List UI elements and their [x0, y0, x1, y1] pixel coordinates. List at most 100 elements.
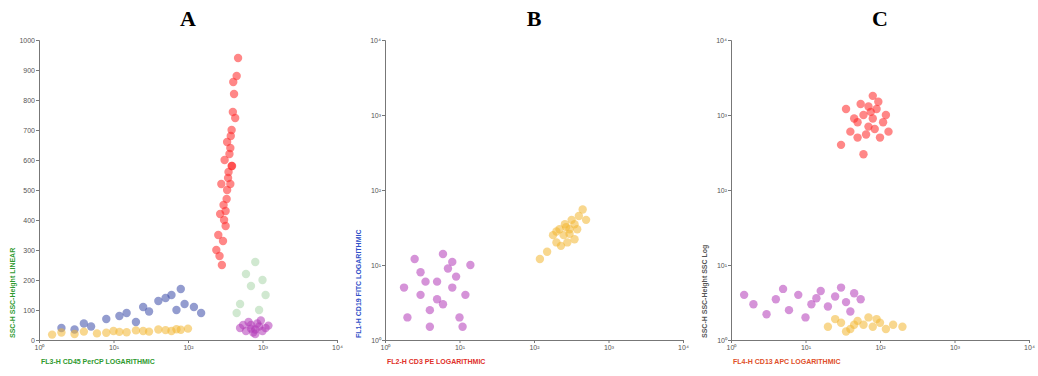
point [448, 283, 456, 291]
point [882, 111, 890, 119]
tick: 10⁰ [371, 337, 385, 344]
point [439, 250, 447, 258]
tick-label: 600 [23, 157, 35, 164]
tick-label: 10⁴ [332, 344, 343, 351]
point [876, 133, 884, 141]
point [57, 328, 65, 336]
points [48, 54, 273, 339]
tick-mark [188, 340, 189, 343]
tick-mark [683, 340, 684, 343]
point [122, 328, 130, 336]
tick: 10¹ [717, 262, 731, 269]
tick: 400 [23, 217, 39, 224]
tick-label: 10¹ [455, 344, 466, 351]
point [403, 313, 411, 321]
tick-mark [382, 340, 385, 341]
point [255, 306, 263, 314]
point [221, 207, 229, 215]
tick: 1000 [19, 37, 39, 44]
point [257, 316, 265, 324]
point [145, 307, 153, 315]
point [122, 309, 130, 317]
axis-line [40, 341, 338, 344]
tick-label: 10¹ [371, 262, 382, 269]
tick: 10² [529, 340, 540, 351]
cluster [212, 54, 242, 269]
point [219, 237, 227, 245]
point [161, 294, 169, 302]
point [772, 295, 780, 303]
axis-line [382, 41, 386, 341]
cluster [824, 313, 907, 335]
panel: B10⁰10¹10²10³10⁴10⁰10¹10²10³10⁴FL2-H CD3… [355, 6, 689, 365]
point [115, 328, 123, 336]
tick-mark [36, 190, 39, 191]
tick-label: 10¹ [801, 344, 812, 351]
point [264, 321, 272, 329]
point [242, 270, 250, 278]
tick-label: 200 [23, 277, 35, 284]
x-axis-label: FL3-H CD45 PerCP LOGARITHMIC [41, 358, 155, 365]
point [536, 255, 544, 263]
tick: 10³ [950, 340, 961, 351]
point [864, 102, 872, 110]
tick-label: 900 [23, 67, 35, 74]
tick: 10² [183, 340, 194, 351]
cluster [48, 324, 192, 338]
point [749, 300, 757, 308]
point [543, 248, 551, 256]
point [740, 291, 748, 299]
point [455, 313, 463, 321]
tick: 500 [23, 187, 39, 194]
point [222, 195, 230, 203]
tick-mark [36, 250, 39, 251]
point [223, 138, 231, 146]
tick: 10⁰ [35, 340, 46, 351]
point [842, 105, 850, 113]
tick-label: 10¹ [717, 262, 728, 269]
y-axis-label: SSC-H SSC-Height LINEAR [9, 248, 17, 338]
tick: 10⁴ [678, 340, 689, 351]
tick: 10¹ [455, 340, 466, 351]
tick-label: 10⁴ [678, 344, 689, 351]
y-axis: 10⁰10¹10²10³10⁴ [716, 37, 731, 344]
axis-line [728, 41, 732, 341]
tick-mark [382, 115, 385, 116]
tick-label: 10⁰ [35, 344, 46, 351]
tick-label: 10³ [717, 112, 728, 119]
tick: 700 [23, 127, 39, 134]
tick-label: 10⁴ [370, 37, 381, 44]
tick: 10⁴ [332, 340, 343, 351]
axis-line [36, 41, 40, 341]
tick-mark [36, 40, 39, 41]
point [824, 323, 832, 331]
tick: 10² [717, 187, 731, 194]
tick-mark [609, 340, 610, 343]
tick-label: 1000 [19, 37, 35, 44]
cluster [536, 205, 591, 263]
point [154, 325, 162, 333]
point [846, 307, 854, 315]
tick-mark [806, 340, 807, 343]
point [864, 313, 872, 321]
point [862, 130, 870, 138]
tick-mark [36, 100, 39, 101]
cluster [740, 283, 865, 321]
point [562, 223, 570, 231]
point [230, 90, 238, 98]
cluster [57, 285, 205, 334]
tick: 10⁰ [727, 340, 738, 351]
tick-mark [460, 340, 461, 343]
x-axis-label: FL4-H CD13 APC LOGARITHMIC [733, 358, 840, 365]
points [740, 92, 907, 336]
tick: 10³ [258, 340, 269, 351]
tick: 10² [875, 340, 886, 351]
tick-label: 10² [529, 344, 540, 351]
tick: 10³ [604, 340, 615, 351]
point [869, 92, 877, 100]
point [879, 118, 887, 126]
tick-mark [1029, 340, 1030, 343]
tick: 10³ [371, 112, 385, 119]
tick-mark [728, 190, 731, 191]
point [416, 268, 424, 276]
